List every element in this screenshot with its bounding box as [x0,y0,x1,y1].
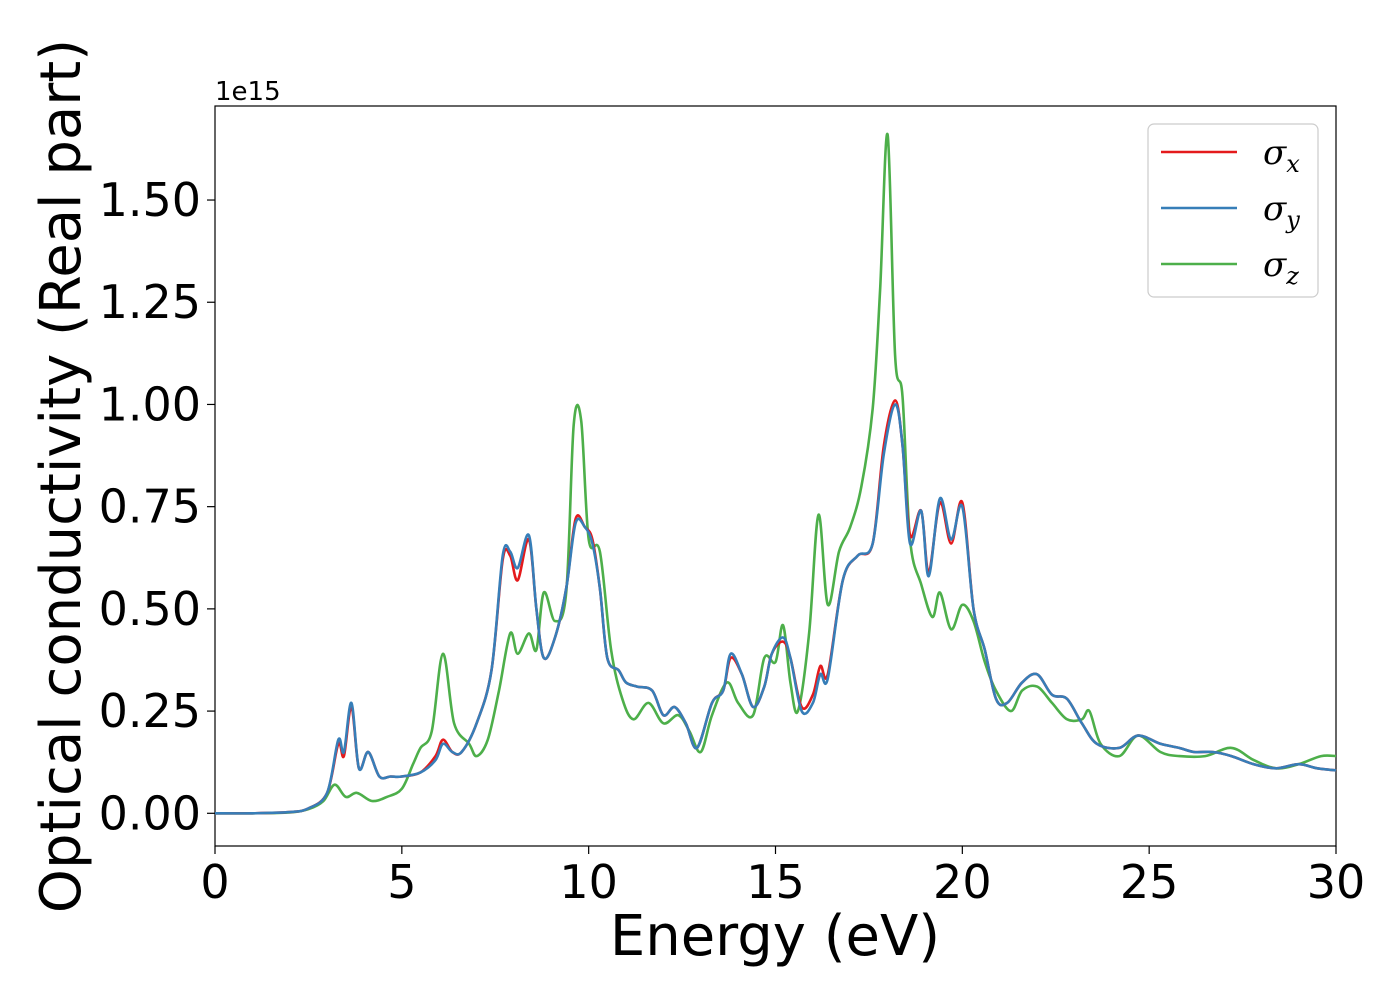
legend-entries: σx σy σz [1161,133,1300,290]
legend-label: σx [1263,133,1300,178]
y-axis: 0.00 0.25 0.50 0.75 1.00 1.25 1.50 [99,173,215,840]
x-tick-label: 20 [933,855,992,909]
y-tick-label: 0.25 [99,684,201,738]
series-line-sigma-y [214,403,1337,815]
x-tick-label: 5 [387,855,416,909]
x-tick-label: 30 [1307,855,1366,909]
x-tick-label: 10 [559,855,618,909]
y-tick-label: 0.00 [99,786,201,840]
x-axis-label: Energy (eV) [610,904,940,969]
legend-label: σz [1263,245,1299,290]
y-axis-label: Optical conductivity (Real part) [29,39,94,913]
legend-box [1147,123,1319,298]
series-line-sigma-z [214,132,1337,815]
y-tick-label: 1.50 [99,173,201,227]
legend: σx σy σz [1147,123,1319,298]
legend-label: σy [1263,189,1300,234]
series-line-sigma-x [214,399,1337,815]
x-axis: 0 5 10 15 20 25 30 [200,846,1365,909]
y-tick-label: 0.50 [99,582,201,636]
y-tick-label: 1.25 [99,275,201,329]
x-tick-label: 15 [746,855,805,909]
series-layer [214,132,1337,815]
y-offset-text: 1e15 [215,77,281,107]
x-tick-label: 0 [200,855,229,909]
x-tick-label: 25 [1120,855,1179,909]
y-tick-label: 1.00 [99,377,201,431]
y-tick-label: 0.75 [99,480,201,534]
